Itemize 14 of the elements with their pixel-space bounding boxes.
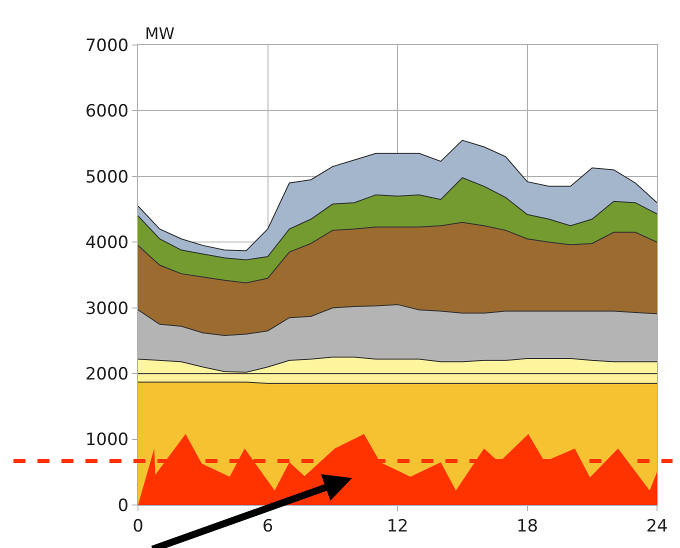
y-tick-label: 3000 <box>85 298 129 319</box>
y-tick-label: 0 <box>118 496 129 516</box>
y-tick-label: 2000 <box>85 364 129 385</box>
y-tick-label: 6000 <box>85 102 129 122</box>
y-tick-label: 7000 <box>85 36 129 56</box>
y-tick-label: 4000 <box>85 233 129 254</box>
x-tick-label: 0 <box>132 516 144 536</box>
y-tick-label: 5000 <box>85 167 129 188</box>
x-tick-label: 6 <box>262 516 274 536</box>
x-tick-label: 24 <box>646 516 668 536</box>
y-axis-title: MW <box>145 24 175 43</box>
x-tick-label: 12 <box>386 516 408 536</box>
x-tick-label: 18 <box>516 516 538 536</box>
y-tick-label: 1000 <box>85 430 129 450</box>
